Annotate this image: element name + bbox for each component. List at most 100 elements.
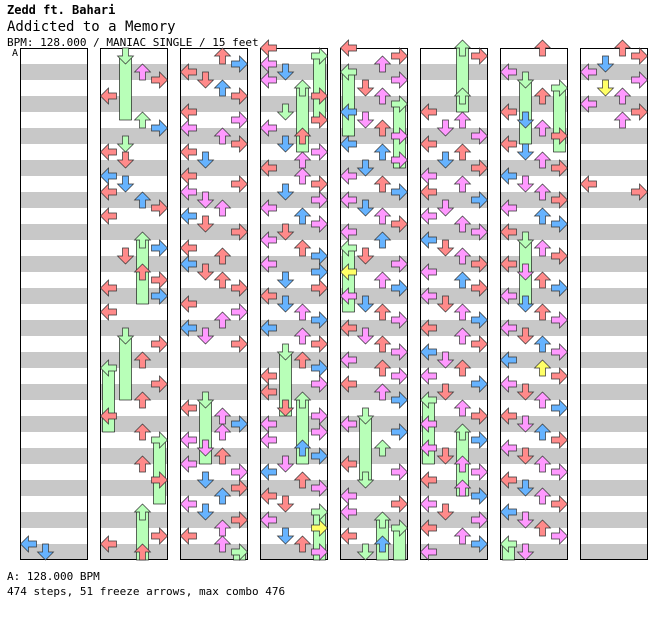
beat-stripe bbox=[340, 192, 408, 208]
up-arrow-icon bbox=[293, 535, 312, 553]
right-arrow-icon bbox=[231, 55, 248, 73]
up-arrow-icon bbox=[213, 535, 232, 553]
left-arrow-icon bbox=[180, 207, 197, 225]
beat-stripe bbox=[500, 192, 568, 208]
beat-stripe bbox=[260, 256, 328, 272]
right-arrow-icon bbox=[391, 255, 408, 273]
beat-stripe bbox=[180, 320, 248, 336]
column-border bbox=[500, 48, 568, 560]
right-arrow-icon bbox=[151, 527, 168, 545]
beat-stripe bbox=[260, 96, 328, 112]
freeze-arrow-body bbox=[359, 415, 372, 481]
up-arrow-icon bbox=[453, 455, 472, 473]
right-arrow-icon bbox=[151, 119, 168, 137]
left-arrow-icon bbox=[580, 95, 597, 113]
beat-stripe bbox=[100, 160, 168, 176]
up-arrow-icon bbox=[133, 543, 152, 561]
left-arrow-icon bbox=[420, 231, 437, 249]
up-arrow-icon bbox=[533, 183, 552, 201]
left-arrow-icon bbox=[420, 415, 437, 433]
right-arrow-icon bbox=[471, 511, 488, 529]
beat-stripe bbox=[580, 96, 648, 112]
right-arrow-icon bbox=[471, 335, 488, 353]
right-arrow-icon bbox=[551, 279, 568, 297]
left-arrow-icon bbox=[180, 319, 197, 337]
left-arrow-icon bbox=[420, 287, 437, 305]
up-arrow-icon bbox=[373, 511, 392, 529]
beat-stripe bbox=[20, 384, 88, 400]
beat-stripe bbox=[180, 96, 248, 112]
right-arrow-icon bbox=[231, 335, 248, 353]
down-arrow-icon bbox=[516, 263, 535, 281]
right-arrow-icon bbox=[311, 191, 328, 209]
beat-stripe bbox=[260, 480, 328, 496]
down-arrow-icon bbox=[276, 103, 295, 121]
right-arrow-icon bbox=[151, 271, 168, 289]
right-arrow-icon bbox=[311, 279, 328, 297]
beat-stripe bbox=[420, 96, 488, 112]
right-arrow-icon bbox=[551, 311, 568, 329]
left-arrow-icon bbox=[500, 103, 517, 121]
right-arrow-icon bbox=[631, 71, 648, 89]
up-arrow-icon bbox=[213, 247, 232, 265]
up-arrow-icon bbox=[373, 335, 392, 353]
beat-stripe bbox=[420, 288, 488, 304]
song-title: Addicted to a Memory bbox=[7, 19, 176, 35]
right-arrow-icon bbox=[631, 47, 648, 65]
left-arrow-icon bbox=[340, 455, 357, 473]
left-arrow-icon bbox=[500, 223, 517, 241]
up-arrow-icon bbox=[533, 271, 552, 289]
up-arrow-icon bbox=[373, 55, 392, 73]
right-arrow-icon bbox=[391, 279, 408, 297]
down-arrow-icon bbox=[276, 223, 295, 241]
left-arrow-icon bbox=[260, 431, 277, 449]
down-arrow-icon bbox=[596, 55, 615, 73]
up-arrow-icon bbox=[373, 439, 392, 457]
right-arrow-icon bbox=[471, 279, 488, 297]
left-arrow-icon bbox=[340, 351, 357, 369]
left-arrow-icon bbox=[340, 319, 357, 337]
right-arrow-icon bbox=[151, 287, 168, 305]
right-arrow-icon bbox=[471, 487, 488, 505]
beat-stripe bbox=[420, 256, 488, 272]
right-arrow-icon bbox=[551, 247, 568, 265]
up-arrow-icon bbox=[213, 199, 232, 217]
right-arrow-icon bbox=[311, 359, 328, 377]
up-arrow-icon bbox=[373, 535, 392, 553]
down-arrow-icon bbox=[196, 263, 215, 281]
left-arrow-icon bbox=[260, 511, 277, 529]
right-arrow-icon bbox=[471, 375, 488, 393]
down-arrow-icon bbox=[516, 511, 535, 529]
right-arrow-icon bbox=[471, 223, 488, 241]
up-arrow-icon bbox=[453, 175, 472, 193]
beat-stripe bbox=[580, 224, 648, 240]
left-arrow-icon bbox=[260, 367, 277, 385]
beat-stripe bbox=[580, 544, 648, 560]
left-arrow-icon bbox=[500, 287, 517, 305]
down-arrow-icon bbox=[516, 479, 535, 497]
beat-stripe bbox=[500, 320, 568, 336]
beat-stripe bbox=[260, 192, 328, 208]
down-arrow-icon bbox=[116, 175, 135, 193]
down-arrow-icon bbox=[356, 159, 375, 177]
up-arrow-icon bbox=[533, 303, 552, 321]
down-arrow-icon bbox=[436, 447, 455, 465]
beat-stripe bbox=[20, 544, 88, 560]
left-arrow-icon bbox=[260, 383, 277, 401]
left-arrow-icon bbox=[100, 407, 117, 425]
right-arrow-icon bbox=[311, 143, 328, 161]
right-arrow-icon bbox=[471, 191, 488, 209]
up-arrow-icon bbox=[373, 87, 392, 105]
beat-stripe bbox=[500, 128, 568, 144]
up-arrow-icon bbox=[453, 359, 472, 377]
up-arrow-icon bbox=[213, 79, 232, 97]
beat-stripe bbox=[180, 256, 248, 272]
beat-stripe bbox=[100, 192, 168, 208]
up-arrow-icon bbox=[533, 39, 552, 57]
up-arrow-icon bbox=[133, 391, 152, 409]
left-arrow-icon bbox=[180, 455, 197, 473]
footer-bpm: A: 128.000 BPM bbox=[7, 570, 100, 583]
left-arrow-icon bbox=[260, 71, 277, 89]
left-arrow-icon bbox=[100, 167, 117, 185]
beat-stripe bbox=[340, 160, 408, 176]
